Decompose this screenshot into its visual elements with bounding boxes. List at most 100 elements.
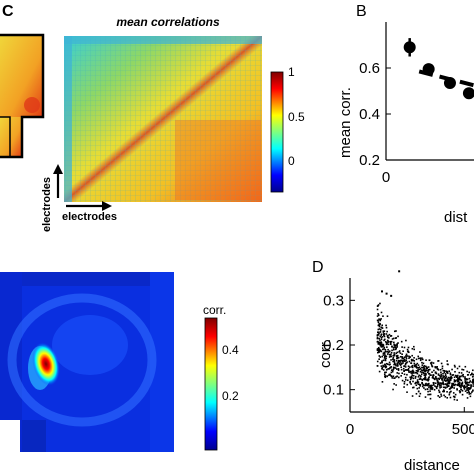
d-data-point (378, 351, 380, 354)
d-data-point (400, 340, 403, 343)
d-data-point (426, 379, 428, 381)
d-data-point (410, 372, 412, 374)
d-data-point (463, 386, 465, 388)
d-data-point (380, 326, 383, 329)
d-data-point (447, 385, 450, 388)
d-data-point (396, 363, 399, 366)
d-data-point (396, 343, 398, 345)
d-data-point (440, 373, 442, 376)
d-data-point (441, 379, 444, 381)
d-data-point (417, 370, 419, 373)
d-data-point (443, 371, 446, 374)
d-data-point (456, 388, 458, 391)
d-data-point (395, 364, 397, 367)
d-data-point (466, 383, 469, 386)
d-data-point (429, 386, 432, 389)
d-data-point (440, 382, 443, 385)
d-data-point (427, 379, 429, 382)
d-data-point (387, 348, 389, 351)
d-data-point (387, 351, 390, 354)
d-data-point (461, 374, 464, 377)
d-data-point (421, 366, 423, 369)
d-data-point (472, 380, 474, 382)
d-data-point (413, 348, 416, 351)
d-data-point (443, 369, 445, 372)
d-data-point (425, 359, 427, 361)
d-data-point (456, 379, 458, 381)
d-data-point (416, 380, 419, 383)
d-data-point (415, 365, 418, 368)
d-data-point (461, 389, 464, 392)
d-data-point (433, 369, 435, 372)
d-data-point (403, 346, 406, 349)
d-data-point (409, 376, 412, 379)
d-data-point (384, 359, 387, 361)
d-data-point (405, 353, 408, 356)
d-data-point (428, 359, 431, 361)
d-data-point (406, 379, 409, 382)
d-data-point (414, 371, 417, 374)
d-data-point (419, 377, 422, 379)
d-data-point (414, 365, 416, 367)
d-data-point (427, 384, 430, 386)
d-data-point (425, 365, 427, 368)
d-data-point (429, 393, 432, 396)
d-data-point (412, 369, 414, 372)
d-data-point (407, 346, 410, 349)
d-data-point (431, 365, 434, 368)
d-data-point (405, 339, 407, 342)
b-y-label: mean corr. (337, 87, 354, 158)
d-data-point (444, 373, 447, 375)
d-data-point (456, 399, 458, 401)
d-data-point (471, 390, 474, 392)
d-data-point (399, 364, 402, 366)
d-data-point (378, 323, 380, 325)
d-data-point (383, 357, 386, 359)
d-data-point (390, 359, 392, 361)
d-data-point (383, 346, 386, 349)
matrix-colorbar-tick: 0.5 (288, 110, 305, 124)
d-data-point (384, 338, 386, 341)
d-data-point (446, 382, 449, 385)
d-data-point (405, 357, 408, 360)
d-x-tick-label: 500 (452, 421, 474, 438)
d-data-point (448, 392, 451, 394)
d-data-point (382, 364, 384, 367)
d-data-point (379, 331, 382, 333)
d-data-point (380, 341, 382, 343)
d-data-point (429, 388, 432, 390)
d-data-point (392, 355, 394, 357)
map-colorbar-tick: 0.4 (222, 343, 239, 357)
d-data-point (461, 382, 463, 385)
d-data-point (446, 386, 448, 388)
d-data-point (396, 362, 399, 365)
d-data-point (472, 373, 474, 376)
d-data-point (429, 362, 432, 364)
d-data-point (390, 353, 392, 356)
d-data-point (436, 366, 438, 368)
d-data-point (434, 382, 437, 385)
d-data-point (423, 384, 425, 387)
d-data-point (453, 364, 456, 367)
d-data-point (428, 393, 431, 396)
d-data-point (456, 388, 458, 390)
d-data-point (416, 379, 419, 381)
d-data-point (379, 349, 382, 352)
d-data-point (377, 351, 379, 354)
d-data-point (379, 356, 382, 358)
d-data-point (416, 372, 419, 375)
d-data-point (393, 353, 395, 356)
d-data-point (448, 380, 451, 383)
d-data-point (383, 353, 386, 355)
d-data-point (396, 372, 399, 374)
d-data-point (410, 383, 412, 385)
d-data-point (410, 375, 413, 378)
d-data-point (386, 343, 388, 345)
d-data-point (414, 377, 417, 379)
d-data-point (406, 373, 408, 376)
d-data-point (471, 381, 474, 384)
d-data-point (453, 380, 456, 383)
d-data-point (377, 324, 380, 327)
d-data-point (437, 373, 440, 376)
d-data-point (422, 384, 425, 386)
